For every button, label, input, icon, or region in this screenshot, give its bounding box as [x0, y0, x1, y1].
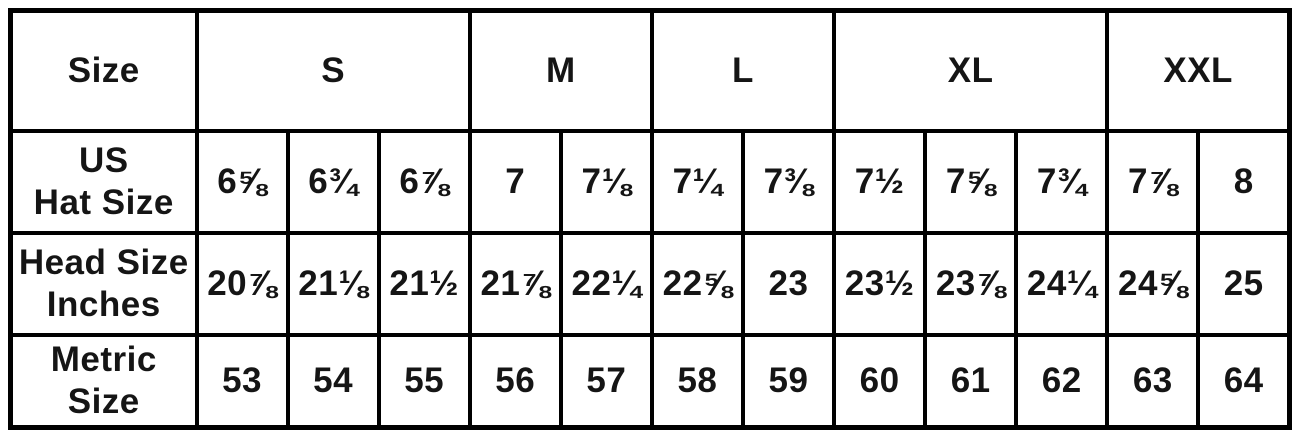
size-group-xl: XL — [832, 8, 1110, 133]
head-size-cell: 25 — [1196, 230, 1292, 337]
size-group-header-row: Size S M L XL XXL — [8, 8, 1292, 133]
head-size-cell: 21⅛ — [285, 230, 381, 337]
head-size-cell: 22¼ — [558, 230, 654, 337]
row-label-us-hat-size: US Hat Size — [8, 128, 199, 235]
row-label-line: Head Size — [18, 243, 189, 283]
us-hat-size-cell: 7¾ — [1014, 128, 1110, 235]
head-size-cell: 23⅞ — [923, 230, 1019, 337]
us-hat-size-cell: 6⅞ — [376, 128, 472, 235]
us-hat-size-cell: 6⅝ — [194, 128, 290, 235]
us-hat-size-cell: 7⅛ — [558, 128, 654, 235]
head-size-cell: 21½ — [376, 230, 472, 337]
size-group-s: S — [194, 8, 472, 133]
us-hat-size-cell: 8 — [1196, 128, 1292, 235]
metric-size-cell: 61 — [923, 332, 1019, 430]
us-hat-size-cell: 7⅝ — [923, 128, 1019, 235]
head-size-inches-row: Head Size Inches 20⅞ 21⅛ 21½ 21⅞ 22¼ 22⅝… — [8, 230, 1292, 337]
row-label-line: Metric — [50, 340, 157, 380]
metric-size-cell: 58 — [649, 332, 745, 430]
row-label-line: US — [78, 141, 129, 181]
us-hat-size-cell: 7 — [467, 128, 563, 235]
head-size-cell: 24¼ — [1014, 230, 1110, 337]
metric-size-cell: 62 — [1014, 332, 1110, 430]
metric-size-cell: 60 — [832, 332, 928, 430]
us-hat-size-cell: 7⅞ — [1105, 128, 1201, 235]
metric-size-cell: 55 — [376, 332, 472, 430]
metric-size-cell: 54 — [285, 332, 381, 430]
size-chart-table: Size S M L XL XXL US Hat Size 6⅝ 6¾ 6⅞ 7… — [8, 8, 1292, 430]
size-group-l: L — [649, 8, 837, 133]
row-label-line: Inches — [46, 284, 161, 324]
head-size-cell: 21⅞ — [467, 230, 563, 337]
metric-size-cell: 64 — [1196, 332, 1292, 430]
row-label-line: Size — [67, 381, 140, 421]
metric-size-row: Metric Size 53 54 55 56 57 58 59 60 61 6… — [8, 332, 1292, 430]
row-label-metric-size: Metric Size — [8, 332, 199, 430]
size-group-m: M — [467, 8, 654, 133]
row-label-line: Hat Size — [33, 182, 174, 222]
us-hat-size-cell: 6¾ — [285, 128, 381, 235]
head-size-cell: 24⅝ — [1105, 230, 1201, 337]
us-hat-size-cell: 7⅜ — [740, 128, 837, 235]
head-size-cell: 23 — [740, 230, 837, 337]
metric-size-cell: 57 — [558, 332, 654, 430]
metric-size-cell: 56 — [467, 332, 563, 430]
metric-size-cell: 59 — [740, 332, 837, 430]
us-hat-size-row: US Hat Size 6⅝ 6¾ 6⅞ 7 7⅛ 7¼ 7⅜ 7½ 7⅝ 7¾… — [8, 128, 1292, 235]
us-hat-size-cell: 7¼ — [649, 128, 745, 235]
corner-header-size: Size — [8, 8, 199, 133]
metric-size-cell: 53 — [194, 332, 290, 430]
metric-size-cell: 63 — [1105, 332, 1201, 430]
hat-size-conversion-table: Size S M L XL XXL US Hat Size 6⅝ 6¾ 6⅞ 7… — [8, 8, 1292, 430]
head-size-cell: 23½ — [832, 230, 928, 337]
size-group-xxl: XXL — [1105, 8, 1292, 133]
head-size-cell: 22⅝ — [649, 230, 745, 337]
head-size-cell: 20⅞ — [194, 230, 290, 337]
row-label-head-size-inches: Head Size Inches — [8, 230, 199, 337]
us-hat-size-cell: 7½ — [832, 128, 928, 235]
